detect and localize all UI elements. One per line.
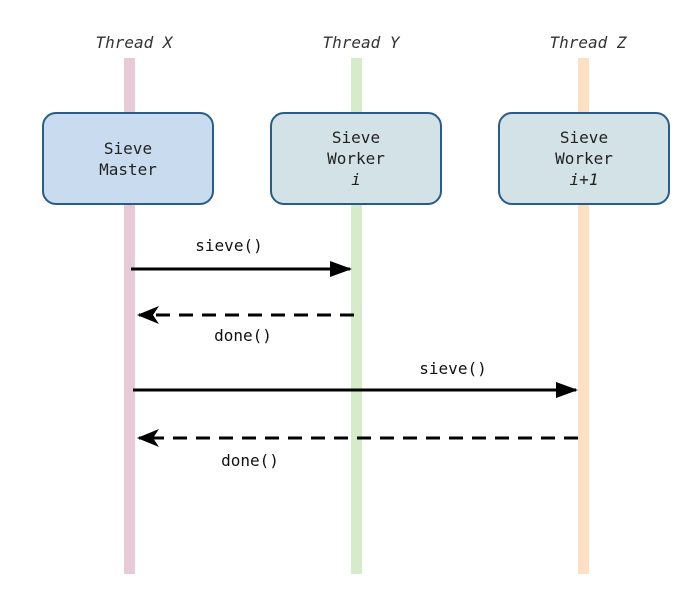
- participant-label-line2: Worker: [327, 149, 385, 168]
- participant-label-line2: Master: [99, 159, 157, 179]
- thread-z-title: Thread Z: [549, 33, 627, 52]
- participant-sieve-worker-i: Sieve Worker i: [270, 112, 442, 205]
- participant-sieve-worker-i-plus-1: Sieve Worker i+1: [498, 112, 670, 205]
- participant-label-line2: Worker: [555, 149, 613, 168]
- participant-sieve-master: Sieve Master: [42, 112, 214, 205]
- participant-label-line1: Sieve: [559, 128, 609, 147]
- participant-label-line3: i: [351, 170, 361, 189]
- participant-label-line1: Sieve: [331, 128, 381, 147]
- participant-label-line3: i+1: [569, 170, 599, 189]
- message-label-sieve-1: sieve(): [195, 236, 263, 255]
- message-label-sieve-2: sieve(): [419, 359, 487, 378]
- lifeline-thread-x: [124, 58, 135, 574]
- lifeline-thread-z: [578, 58, 589, 574]
- thread-x-title: Thread X: [95, 33, 173, 52]
- participant-label-line1: Sieve: [103, 138, 153, 158]
- message-label-done-2: done(): [221, 451, 279, 470]
- message-label-done-1: done(): [214, 326, 272, 345]
- thread-y-title: Thread Y: [322, 33, 400, 52]
- lifeline-thread-y: [351, 58, 362, 574]
